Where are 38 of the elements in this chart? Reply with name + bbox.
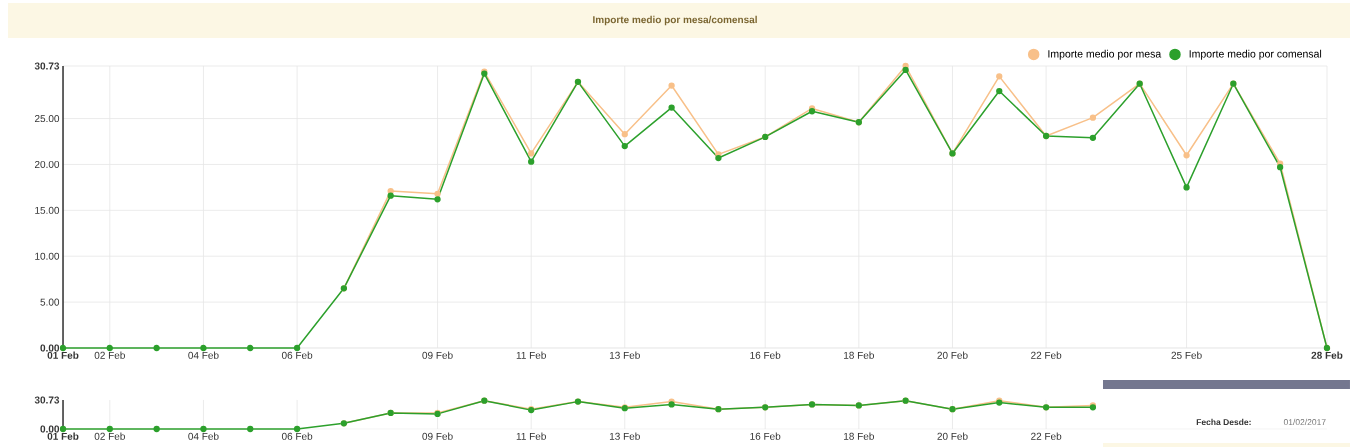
x-tick-label: 04 Feb	[188, 351, 219, 359]
annotation: Fecha Desde:	[1196, 418, 1251, 426]
x-tick-label: 20 Feb	[937, 432, 968, 440]
annotation: 01/02/2017	[1283, 418, 1326, 426]
chart-title: Importe medio por mesa/comensal	[593, 15, 757, 26]
legend-label: Importe medio por comensal	[1189, 49, 1322, 60]
x-tick-label: 06 Feb	[281, 351, 313, 359]
y-tick-label: 25.00	[34, 115, 60, 123]
x-tick-label: 02 Feb	[94, 432, 125, 440]
x-tick-label: 06 Feb	[281, 432, 313, 440]
x-tick-label: 11 Feb	[516, 432, 546, 440]
x-tick-label: 01 Feb	[47, 351, 79, 359]
x-tick-label: 18 Feb	[844, 351, 874, 359]
x-tick-label: 09 Feb	[422, 432, 453, 440]
x-tick-label: 20 Feb	[937, 351, 968, 359]
x-tick-label: 16 Feb	[750, 432, 781, 440]
x-tick-label: 25 Feb	[1171, 351, 1202, 359]
x-tick-label: 16 Feb	[750, 351, 781, 359]
y-tick-label: 30.73	[34, 62, 60, 70]
y-tick-label: 5.00	[40, 298, 60, 306]
y-tick-label: 0.00	[40, 425, 60, 433]
y-tick-label: 30.73	[34, 396, 60, 404]
x-tick-label: 09 Feb	[422, 351, 453, 359]
x-tick-label: 11 Feb	[516, 351, 546, 359]
x-tick-label: 28 Feb	[1311, 351, 1343, 359]
x-tick-label: 01 Feb	[47, 432, 79, 440]
x-tick-label: 13 Feb	[609, 432, 640, 440]
y-tick-label: 10.00	[35, 252, 60, 260]
x-tick-label: 18 Feb	[844, 432, 874, 440]
y-tick-label: 0.00	[40, 344, 60, 352]
legend-label: Importe medio por mesa	[1048, 49, 1162, 60]
y-tick-label: 20.00	[34, 160, 60, 168]
x-tick-label: 04 Feb	[188, 432, 219, 440]
x-tick-label: 02 Feb	[94, 351, 125, 359]
x-tick-label: 22 Feb	[1031, 432, 1062, 440]
x-tick-label: 13 Feb	[609, 351, 640, 359]
y-tick-label: 15.00	[35, 206, 60, 214]
x-tick-label: 22 Feb	[1031, 351, 1062, 359]
